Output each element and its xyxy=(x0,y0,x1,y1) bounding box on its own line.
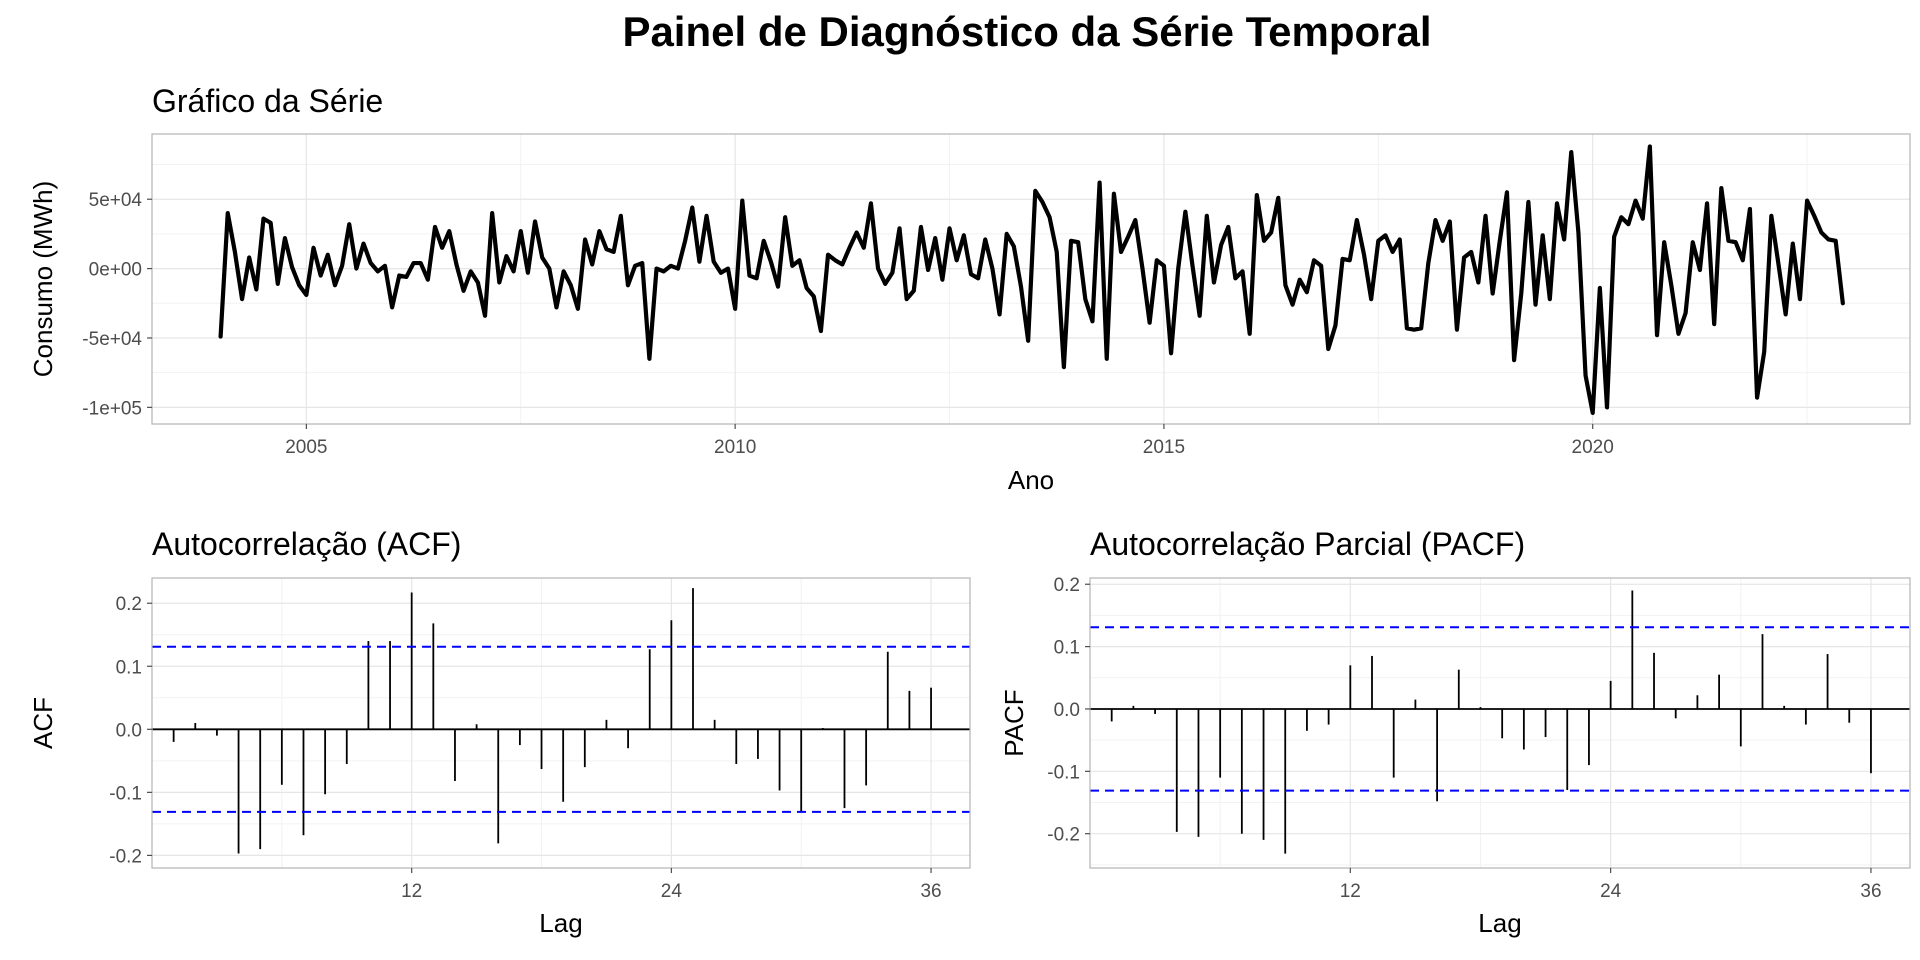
series-title: Gráfico da Série xyxy=(152,83,383,119)
plot-frame xyxy=(151,577,971,869)
y-axis-label: Consumo (MWh) xyxy=(28,181,58,377)
x-tick-label: 24 xyxy=(1600,881,1622,902)
y-tick-label: -0.2 xyxy=(1047,825,1080,846)
x-axis-label: Lag xyxy=(539,908,582,938)
y-tick-label: 0.1 xyxy=(1054,638,1080,659)
x-tick-label: 12 xyxy=(1340,881,1361,902)
y-tick-label: 0.0 xyxy=(1054,700,1080,721)
x-tick-label: 36 xyxy=(920,881,941,902)
y-tick-label: 0.0 xyxy=(116,720,142,741)
x-tick-label: 2010 xyxy=(714,437,756,458)
acf-title: Autocorrelação (ACF) xyxy=(152,526,461,562)
y-axis-label: PACF xyxy=(999,689,1029,756)
main-title: Painel de Diagnóstico da Série Temporal xyxy=(622,8,1431,55)
x-tick-label: 36 xyxy=(1860,881,1881,902)
x-tick-label: 24 xyxy=(661,881,683,902)
x-tick-label: 2015 xyxy=(1143,437,1185,458)
y-tick-label: 0.2 xyxy=(1054,575,1080,596)
y-tick-label: 0.1 xyxy=(116,657,142,678)
x-axis-label: Lag xyxy=(1478,908,1521,938)
y-tick-label: -1e+05 xyxy=(82,398,142,419)
plot-frame xyxy=(1089,577,1911,869)
y-tick-label: 0e+00 xyxy=(89,260,142,281)
pacf-panel: -0.2 -0.1 0.0 0.1 0.2 12 24 36 Autocorrelação Pa… xyxy=(999,526,1911,938)
y-tick-label: -5e+04 xyxy=(82,329,142,350)
y-tick-label: 0.2 xyxy=(116,594,142,615)
x-tick-label: 12 xyxy=(401,881,422,902)
x-axis-label: Ano xyxy=(1008,465,1054,495)
plot-frame xyxy=(151,133,1911,425)
series-panel: -1e+05 -5e+04 0e+00 5e+04 2005 2010 2015 2020 Gr… xyxy=(28,83,1911,495)
y-tick-label: 5e+04 xyxy=(89,190,143,211)
pacf-title: Autocorrelação Parcial (PACF) xyxy=(1090,526,1525,562)
series-line xyxy=(218,144,1845,415)
y-tick-label: -0.1 xyxy=(1047,762,1080,783)
y-axis-label: ACF xyxy=(28,697,58,749)
y-tick-label: -0.2 xyxy=(109,846,142,867)
x-tick-label: 2005 xyxy=(285,437,327,458)
x-tick-label: 2020 xyxy=(1572,437,1614,458)
y-tick-label: -0.1 xyxy=(109,783,142,804)
acf-panel: -0.2 -0.1 0.0 0.1 0.2 12 24 36 Autocorrelação (A… xyxy=(28,526,971,938)
